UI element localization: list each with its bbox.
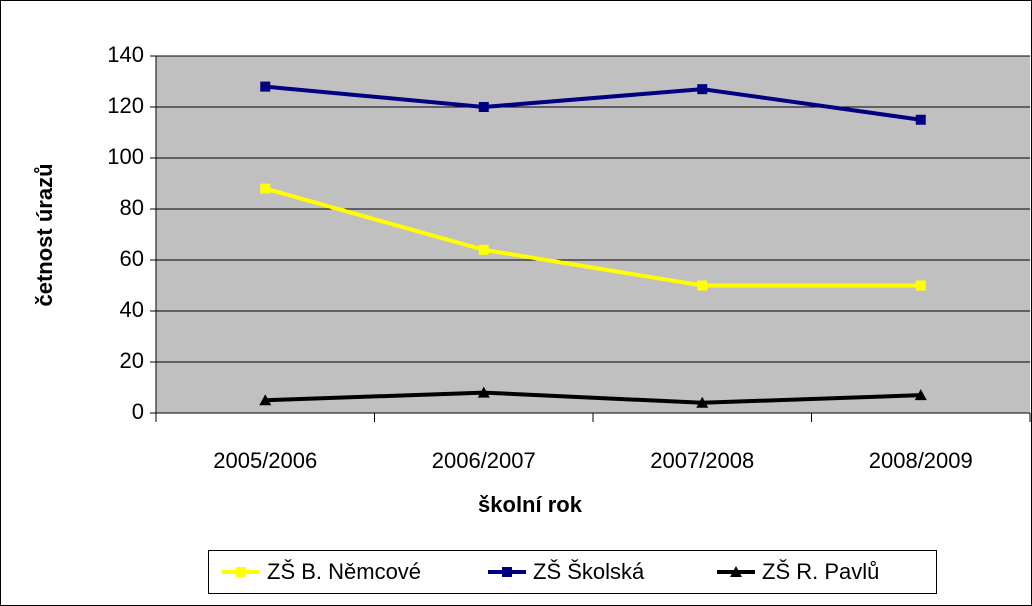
data-point xyxy=(697,84,708,95)
y-tick-label: 20 xyxy=(120,348,144,373)
series-line xyxy=(264,186,921,288)
x-tick-label: 2005/2006 xyxy=(213,448,317,473)
data-point xyxy=(259,394,272,406)
series-line xyxy=(265,390,921,405)
x-tick-label: 2007/2008 xyxy=(650,448,754,473)
data-point xyxy=(478,244,489,255)
data-point xyxy=(915,114,926,125)
y-tick-label: 40 xyxy=(120,297,144,322)
x-axis-label: školní rok xyxy=(478,492,583,517)
legend-marker xyxy=(730,566,742,577)
y-tick-label: 120 xyxy=(107,93,144,118)
data-point xyxy=(260,183,271,194)
y-tick-label: 60 xyxy=(120,246,144,271)
x-tick-label: 2008/2009 xyxy=(869,448,973,473)
data-point xyxy=(478,102,489,112)
series-line xyxy=(265,84,922,122)
y-axis-label: četnost úrazů xyxy=(32,163,57,306)
legend-marker xyxy=(236,567,246,577)
y-tick-label: 140 xyxy=(107,42,144,67)
data-point xyxy=(915,280,926,291)
x-tick-label: 2006/2007 xyxy=(432,448,536,473)
data-point xyxy=(477,386,490,398)
data-point xyxy=(697,280,708,291)
legend-label: ZŠ B. Němcové xyxy=(267,559,421,584)
y-tick-label: 80 xyxy=(120,195,144,220)
data-point xyxy=(696,396,709,408)
legend-box xyxy=(208,550,937,594)
plot-area xyxy=(156,56,1030,413)
data-point xyxy=(260,81,271,92)
legend-marker xyxy=(502,567,512,577)
y-tick-label: 100 xyxy=(107,144,144,169)
data-point xyxy=(914,389,927,401)
legend-label: ZŠ R. Pavlů xyxy=(762,559,879,584)
y-tick-label: 0 xyxy=(132,399,144,424)
legend-label: ZŠ Školská xyxy=(533,559,645,584)
